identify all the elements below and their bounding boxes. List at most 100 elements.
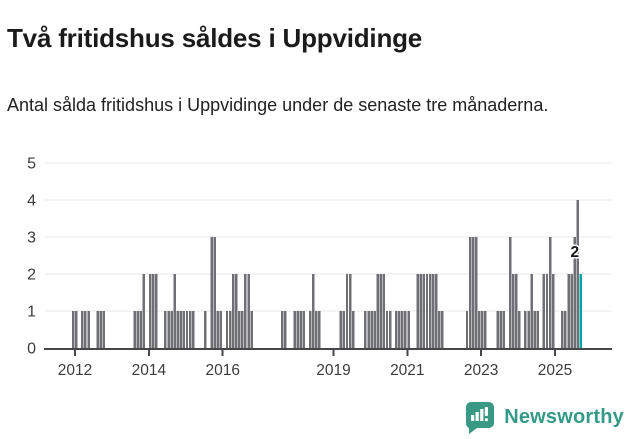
month-bar	[511, 274, 515, 348]
x-axis-tick-label: 2019	[316, 362, 350, 379]
month-bar	[573, 237, 576, 348]
month-bar	[96, 311, 99, 348]
month-bar	[241, 311, 244, 348]
month-bar	[204, 311, 207, 348]
month-bar	[75, 311, 78, 348]
month-bar	[348, 274, 352, 348]
month-bar	[102, 311, 106, 348]
month-bar	[533, 311, 536, 348]
month-bar	[376, 274, 379, 348]
month-bar	[438, 311, 441, 348]
y-axis-tick-label: 1	[27, 304, 36, 321]
y-axis-tick-label: 5	[27, 156, 36, 173]
month-bar	[570, 274, 573, 348]
month-bar	[238, 311, 241, 348]
month-bar	[219, 311, 223, 348]
month-bar	[388, 311, 392, 348]
month-bar	[71, 311, 75, 348]
y-axis-tick-label: 3	[27, 230, 36, 247]
month-bar	[484, 311, 487, 348]
month-bar	[173, 274, 176, 348]
newsworthy-logo-icon	[466, 401, 495, 434]
month-bar	[428, 274, 432, 348]
x-axis-tick-label: 2021	[390, 362, 424, 379]
month-bar	[318, 311, 321, 348]
month-bar	[475, 237, 478, 348]
month-bar	[499, 311, 503, 348]
month-bar	[293, 311, 296, 348]
y-axis-tick-label: 4	[27, 193, 36, 210]
month-bar	[281, 311, 284, 348]
month-bar	[367, 311, 370, 348]
month-bar	[382, 274, 386, 348]
month-bar	[345, 274, 349, 348]
month-bar	[530, 274, 533, 348]
month-bar	[182, 311, 186, 348]
month-bar	[164, 311, 167, 348]
month-bar	[478, 311, 481, 348]
month-bar	[496, 311, 499, 348]
month-bar	[148, 274, 152, 348]
month-bar	[508, 237, 512, 348]
month-bar	[296, 311, 299, 348]
month-bar	[136, 311, 139, 348]
month-bar	[527, 311, 530, 348]
month-bar	[311, 274, 315, 348]
month-bar	[561, 311, 564, 348]
y-axis-tick-label: 2	[27, 267, 36, 284]
month-bar	[364, 311, 367, 348]
month-bar	[515, 274, 518, 348]
month-bar	[385, 311, 389, 348]
month-bar	[155, 274, 158, 348]
month-bar	[431, 274, 435, 348]
month-bar	[564, 311, 567, 348]
month-bar	[401, 311, 404, 348]
month-bar	[170, 311, 173, 348]
month-bar	[225, 311, 229, 348]
month-bar	[351, 311, 355, 348]
month-bar	[422, 274, 426, 348]
month-bar	[407, 311, 410, 348]
month-bar	[548, 237, 552, 348]
newsworthy-logo: Newsworthy	[464, 400, 624, 434]
month-bar	[518, 311, 521, 348]
month-bar	[536, 311, 539, 348]
month-bar	[435, 274, 438, 348]
x-axis-tick-label: 2014	[132, 362, 167, 379]
page-title: Två fritidshus såldes i Uppvidinge	[7, 23, 423, 54]
month-bar	[416, 274, 419, 348]
month-bar	[567, 274, 570, 348]
month-bar	[151, 274, 155, 348]
month-bar	[244, 274, 247, 348]
month-bar	[185, 311, 189, 348]
month-bar	[247, 274, 250, 348]
month-bar	[176, 311, 179, 348]
x-axis-tick-label: 2016	[205, 362, 239, 379]
month-bar	[213, 237, 216, 348]
x-axis-tick-label: 2025	[538, 362, 572, 379]
month-bar	[502, 311, 506, 348]
x-axis-tick-label: 2012	[58, 362, 92, 379]
month-bar	[235, 274, 238, 348]
month-bar	[142, 274, 146, 348]
month-bar	[471, 237, 475, 348]
month-bar	[210, 237, 213, 348]
month-bar	[299, 311, 303, 348]
month-bar	[542, 274, 546, 348]
chart-subtitle: Antal sålda fritidshus i Uppvidinge unde…	[7, 95, 549, 115]
month-bar	[576, 200, 580, 348]
month-bar	[231, 274, 235, 348]
month-bar	[425, 274, 429, 348]
highlight-value-annotation: 2	[571, 244, 580, 261]
month-bar	[81, 311, 84, 348]
y-axis-tick-label: 0	[27, 341, 36, 358]
month-bar	[308, 311, 312, 348]
highlighted-month-bar	[579, 274, 583, 348]
month-bar	[398, 311, 401, 348]
month-bar	[545, 274, 549, 348]
month-bar	[302, 311, 306, 348]
month-bar	[339, 311, 343, 348]
newsworthy-wordmark: Newsworthy	[504, 405, 624, 428]
month-bar	[191, 311, 195, 348]
